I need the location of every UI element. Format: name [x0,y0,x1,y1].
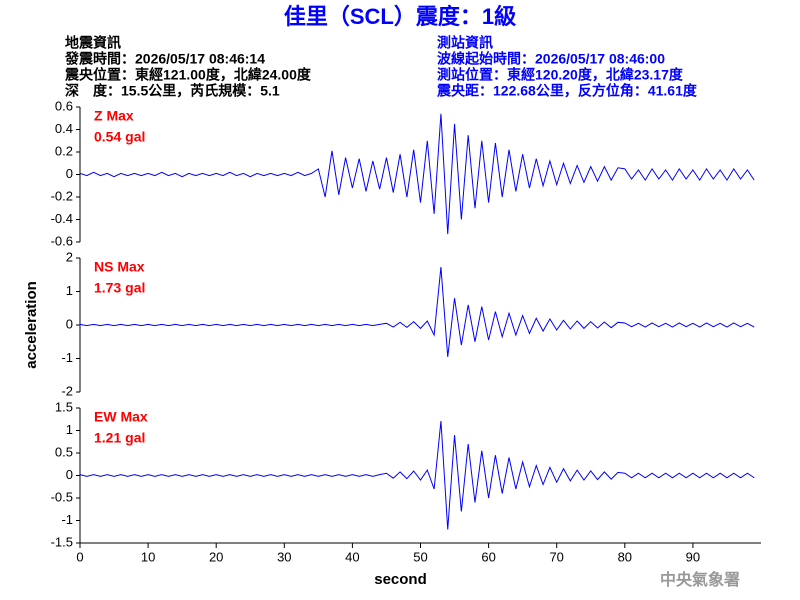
panel-label: Z Max [94,108,134,124]
y-tick-label: -0.2 [51,188,73,203]
y-tick-label: 0.5 [55,444,73,459]
x-tick-label: 10 [141,549,155,564]
info-left: 地震資訊 發震時間：2026/05/17 08:46:14 震央位置：東經121… [64,35,312,99]
panel-max: 1.21 gal [94,430,145,446]
y-tick-label: -1.5 [51,534,73,549]
waveform [79,267,755,357]
x-axis-label: second [374,571,427,588]
info-line: 發震時間：2026/05/17 08:46:14 [64,51,265,67]
x-tick-label: 50 [413,549,427,564]
info-line: 波線起始時間：2026/05/17 08:46:00 [437,51,665,67]
y-tick-label: 0.2 [55,143,73,158]
info-line: 測站資訊 [437,35,493,51]
y-tick-label: -1 [61,512,73,527]
x-tick-label: 0 [76,549,83,564]
chart-title: 佳里（SCL）震度：1級 [284,4,516,29]
info-line: 深 度：15.5公里，芮氏規模：5.1 [65,83,280,99]
panel-max: 1.73 gal [94,280,145,296]
y-tick-label: 1 [66,422,73,437]
y-tick-label: -0.6 [51,233,73,248]
panel-label: NS Max [94,259,145,275]
panel-label: EW Max [94,409,148,425]
footer: 中央氣象署 [660,570,740,589]
info-line: 震央距：122.68公里，反方位角：41.61度 [436,83,698,99]
panel-max: 0.54 gal [94,129,145,145]
y-tick-label: 0.4 [55,121,73,136]
x-tick-label: 60 [481,549,495,564]
y-tick-label: -0.4 [51,211,73,226]
y-tick-label: 0 [66,166,73,181]
x-tick-label: 40 [345,549,359,564]
y-tick-label: 2 [66,249,73,264]
y-axis-label: acceleration [23,281,40,369]
y-tick-label: 0 [66,467,73,482]
x-tick-label: 20 [209,549,223,564]
y-tick-label: 0.6 [55,98,73,113]
info-line: 地震資訊 [65,35,121,51]
y-tick-label: 1 [66,283,73,298]
info-right: 測站資訊 波線起始時間：2026/05/17 08:46:00 測站位置：東經1… [436,35,698,99]
waveform [79,421,755,530]
x-tick-label: 30 [277,549,291,564]
x-tick-label: 90 [686,549,700,564]
info-line: 震央位置：東經121.00度，北緯24.00度 [64,67,312,83]
x-tick-label: 80 [618,549,632,564]
waveform [79,113,755,235]
info-line: 測站位置：東經120.20度，北緯23.17度 [437,67,684,83]
y-tick-label: -1 [61,350,73,365]
y-tick-label: 0 [66,316,73,331]
y-tick-label: -0.5 [51,489,73,504]
x-tick-label: 70 [549,549,563,564]
y-tick-label: -2 [61,383,73,398]
y-tick-label: 1.5 [55,399,73,414]
